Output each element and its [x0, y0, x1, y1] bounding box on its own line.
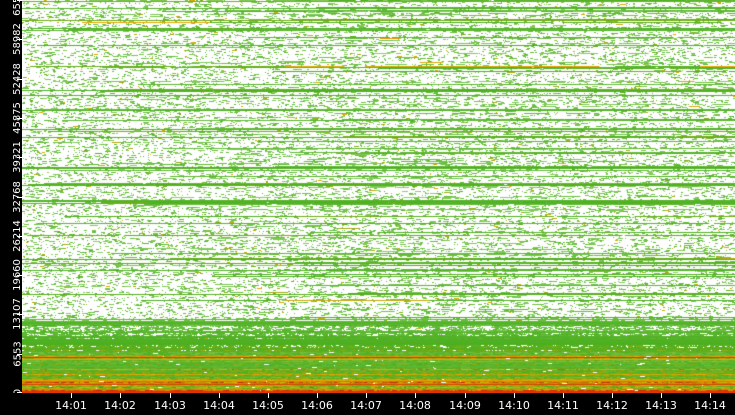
x-axis-label: 14:06	[301, 399, 333, 412]
y-axis-tick	[17, 0, 22, 1]
y-axis-tick	[17, 314, 22, 315]
x-axis-tick	[219, 393, 220, 398]
x-axis-tick	[563, 393, 564, 398]
x-axis-tick	[317, 393, 318, 398]
y-axis-tick	[17, 157, 22, 158]
x-axis-label: 14:09	[449, 399, 481, 412]
x-axis-label: 14:07	[350, 399, 382, 412]
x-axis-label: 14:04	[203, 399, 235, 412]
x-axis-label: 14:10	[498, 399, 530, 412]
y-axis-tick	[17, 236, 22, 237]
y-axis-tick	[17, 275, 22, 276]
x-axis-tick	[170, 393, 171, 398]
x-axis-tick	[710, 393, 711, 398]
x-axis-tick	[366, 393, 367, 398]
y-axis-tick	[17, 354, 22, 355]
x-axis-label: 14:14	[694, 399, 726, 412]
x-axis-label: 14:13	[645, 399, 677, 412]
x-axis-tick	[415, 393, 416, 398]
y-axis: 65536 58982 52428 45875 39321 32768 26214 19660…	[0, 0, 23, 395]
y-axis-tick	[17, 118, 22, 119]
heatmap-canvas	[22, 0, 735, 393]
heatmap-plot-area[interactable]	[22, 0, 735, 393]
x-axis-tick	[120, 393, 121, 398]
x-axis-tick	[71, 393, 72, 398]
x-axis-tick	[661, 393, 662, 398]
x-axis-label: 14:11	[547, 399, 579, 412]
x-axis-label: 14:03	[154, 399, 186, 412]
x-axis-label: 14:12	[596, 399, 628, 412]
y-axis-tick	[17, 197, 22, 198]
x-axis-tick	[612, 393, 613, 398]
x-axis-label: 14:02	[104, 399, 136, 412]
x-axis-label: 14:05	[252, 399, 284, 412]
y-axis-tick	[17, 79, 22, 80]
x-axis: 14:01 14:02 14:03 14:04 14:05 14:06 14:07 14:08…	[0, 393, 735, 415]
x-axis-tick	[268, 393, 269, 398]
x-axis-label: 14:08	[399, 399, 431, 412]
y-axis-tick	[17, 392, 22, 393]
x-axis-tick	[465, 393, 466, 398]
x-axis-label: 14:01	[55, 399, 87, 412]
y-axis-tick	[17, 39, 22, 40]
x-axis-tick	[514, 393, 515, 398]
